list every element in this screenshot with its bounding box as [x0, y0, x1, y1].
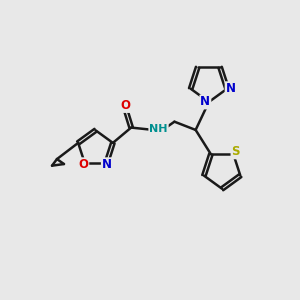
Text: N: N	[200, 95, 210, 109]
Text: NH: NH	[149, 124, 168, 134]
Text: N: N	[102, 158, 112, 171]
Text: S: S	[232, 145, 240, 158]
Text: N: N	[226, 82, 236, 95]
Text: O: O	[121, 99, 131, 112]
Text: O: O	[78, 158, 88, 171]
